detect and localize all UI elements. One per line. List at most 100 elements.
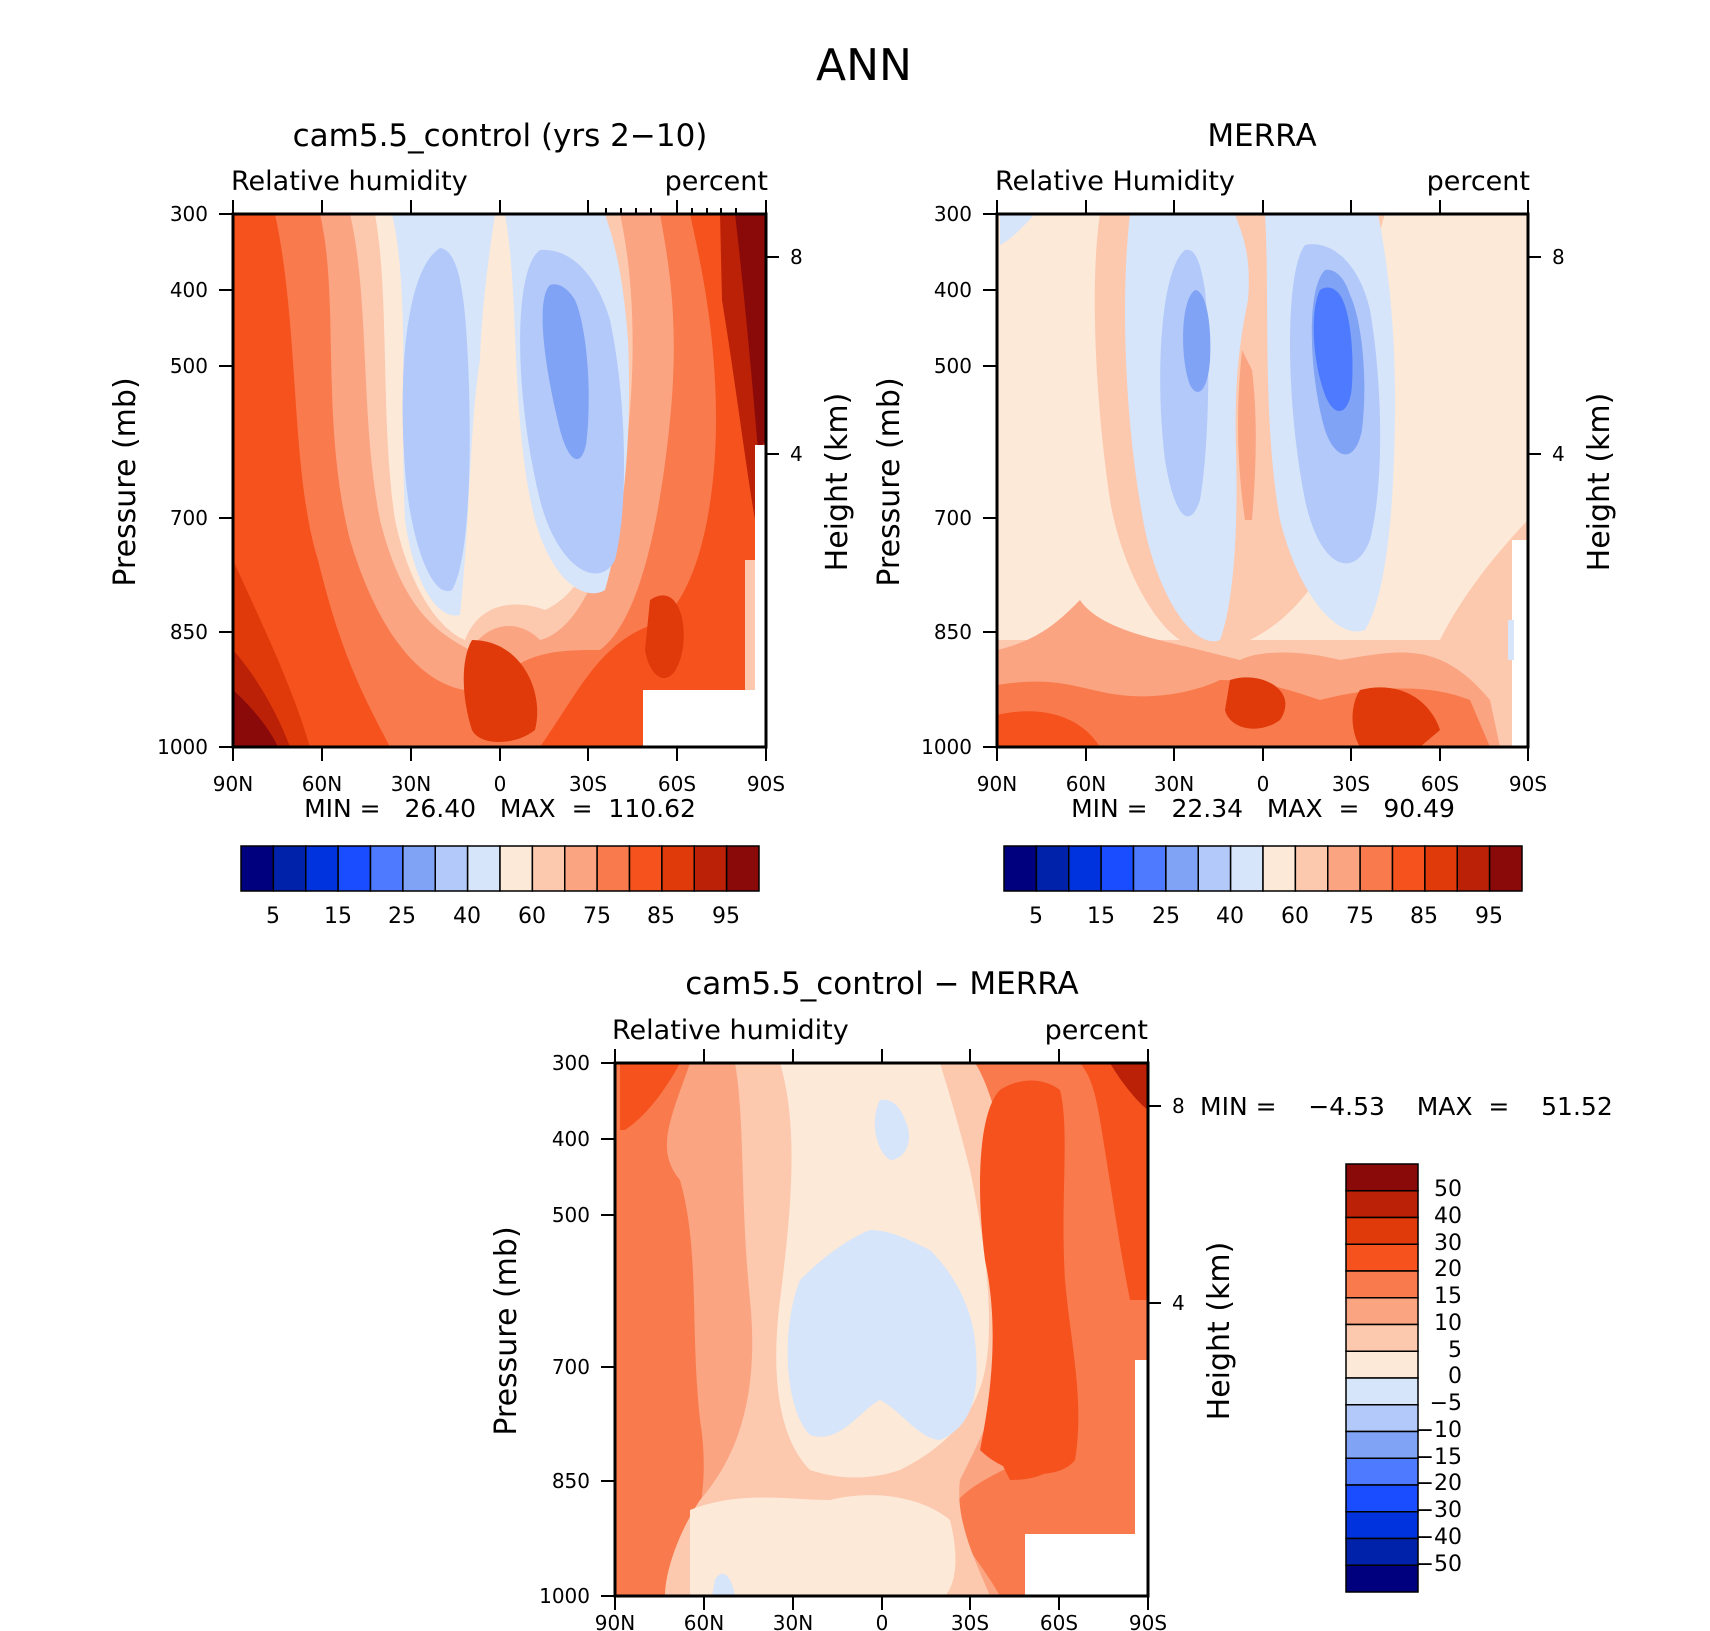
plot-ticks [601, 1049, 1161, 1610]
colorbar-swatch [1345, 1457, 1419, 1486]
colorbar-swatch [1345, 1430, 1419, 1459]
panel-subtitle-right: percent [1045, 1015, 1148, 1046]
colorbar-labels: 5 15 25 40 60 75 85 95 [1029, 904, 1503, 929]
y-tick-label: 300 [934, 202, 972, 226]
colorbar-label: 40 [1434, 1204, 1462, 1229]
colorbar-swatch [466, 845, 501, 892]
colorbar-swatch [1345, 1297, 1419, 1326]
colorbar-swatch [1294, 845, 1329, 892]
colorbar-swatch [725, 845, 760, 892]
panel-difference: cam5.5_control − MERRA Relative humidity… [489, 966, 1613, 1631]
figure-title: ANN [816, 40, 912, 91]
colorbar [240, 845, 760, 892]
colorbar-swatch [272, 845, 307, 892]
colorbar-swatch [1003, 845, 1038, 892]
y-right-tick-labels: 8 4 [1172, 1094, 1185, 1315]
contour-field [615, 1063, 1148, 1596]
x-tick-label: 90S [1509, 772, 1547, 796]
colorbar-swatch [1488, 845, 1523, 892]
colorbar-label: −10 [1416, 1418, 1462, 1443]
y-tick-label: 500 [934, 354, 972, 378]
colorbar-label: 30 [1434, 1231, 1462, 1256]
colorbar-label: 20 [1434, 1257, 1462, 1282]
colorbar-swatch [1262, 845, 1297, 892]
y-right-tick-label: 8 [790, 245, 803, 269]
colorbar-swatch [564, 845, 598, 892]
colorbar-label: −20 [1416, 1471, 1462, 1496]
y-right-tick-label: 4 [1552, 442, 1565, 466]
y-tick-label: 300 [170, 202, 208, 226]
x-tick-label: 30N [391, 772, 431, 796]
colorbar-label: −5 [1430, 1391, 1462, 1416]
y-tick-label: 500 [552, 1203, 590, 1227]
x-tick-label: 60S [1421, 772, 1459, 796]
x-tick-label: 60N [684, 1611, 724, 1631]
x-tick-label: 90N [595, 1611, 635, 1631]
y-tick-label: 1000 [921, 735, 972, 759]
y-tick-label: 1000 [539, 1584, 590, 1608]
panel-subtitle-right: percent [665, 166, 768, 197]
colorbar-swatch [1229, 845, 1264, 892]
y-tick-label: 400 [552, 1127, 590, 1151]
panel-subtitle-left: Relative humidity [612, 1015, 849, 1046]
colorbar-label: 75 [583, 904, 611, 929]
colorbar-swatch [1345, 1163, 1419, 1192]
y-tick-labels: 300 400 500 700 850 1000 [157, 202, 208, 759]
colorbar-swatch [1165, 845, 1199, 892]
contour-field [997, 214, 1528, 747]
y-axis-label: Pressure (mb) [872, 377, 907, 586]
colorbar-swatch [1345, 1404, 1419, 1433]
colorbar-swatch [693, 845, 728, 892]
x-tick-label: 90S [747, 772, 785, 796]
y-axis-label: Pressure (mb) [108, 377, 143, 586]
colorbar-swatch [1345, 1377, 1419, 1406]
colorbar [1003, 845, 1523, 892]
colorbar-labels: 5 15 25 40 60 75 85 95 [266, 904, 740, 929]
y-tick-label: 700 [934, 506, 972, 530]
colorbar-swatch [1345, 1350, 1419, 1379]
panel-title: cam5.5_control (yrs 2−10) [293, 118, 708, 154]
colorbar-swatch [1345, 1323, 1419, 1352]
colorbar-swatch [1327, 845, 1361, 892]
min-max-readout: MIN = 22.34 MAX = 90.49 [1071, 794, 1455, 823]
y-right-tick-labels: 8 4 [790, 245, 803, 466]
colorbar-label: 60 [518, 904, 546, 929]
x-tick-label: 60S [1040, 1611, 1078, 1631]
y-tick-label: 400 [170, 278, 208, 302]
colorbar-swatch [1391, 845, 1426, 892]
colorbar-swatch [628, 845, 663, 892]
y-right-tick-labels: 8 4 [1552, 245, 1565, 466]
min-max-readout: MIN = −4.53 MAX = 51.52 [1200, 1092, 1613, 1121]
colorbar-label: −30 [1416, 1498, 1462, 1523]
x-tick-label: 60N [1066, 772, 1106, 796]
x-tick-label: 30S [951, 1611, 989, 1631]
colorbar-label: 40 [1216, 904, 1244, 929]
y-tick-label: 850 [170, 620, 208, 644]
x-tick-label: 60S [658, 772, 696, 796]
x-tick-label: 0 [1257, 772, 1270, 796]
x-tick-label: 30N [1154, 772, 1194, 796]
colorbar-swatch [434, 845, 469, 892]
colorbar-label: 75 [1346, 904, 1374, 929]
plot-ticks [983, 200, 1541, 761]
colorbar-label: 5 [1448, 1338, 1462, 1363]
y-axis-label-right: Height (km) [820, 393, 855, 572]
panel-title: MERRA [1207, 118, 1316, 154]
colorbar-swatch [1345, 1564, 1419, 1593]
colorbar-label: 40 [453, 904, 481, 929]
colorbar-swatch [1100, 845, 1135, 892]
colorbar-swatch [1035, 845, 1070, 892]
y-tick-label: 850 [552, 1469, 590, 1493]
y-tick-label: 500 [170, 354, 208, 378]
colorbar-label: 25 [1152, 904, 1180, 929]
colorbar-label: −15 [1416, 1445, 1462, 1470]
y-right-tick-label: 4 [1172, 1291, 1185, 1315]
x-tick-label: 90N [213, 772, 253, 796]
colorbar-swatch [1345, 1216, 1419, 1245]
colorbar-label: 5 [266, 904, 280, 929]
colorbar-label: 15 [1087, 904, 1115, 929]
colorbar-swatch [369, 845, 404, 892]
colorbar-swatch [1345, 1484, 1419, 1513]
colorbar-label: 0 [1448, 1364, 1462, 1389]
colorbar-swatch [596, 845, 631, 892]
